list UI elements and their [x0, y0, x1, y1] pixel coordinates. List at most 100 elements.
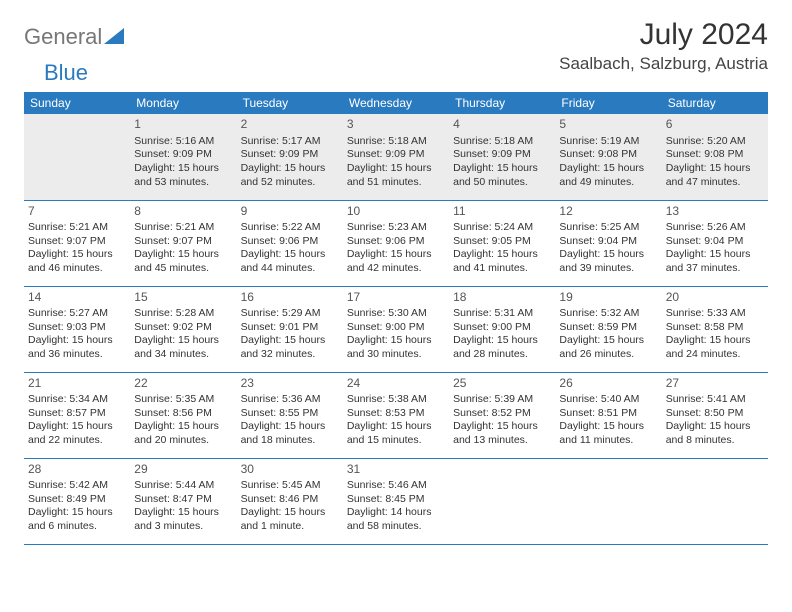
weekday-header: Tuesday [237, 92, 343, 114]
day-number: 10 [347, 204, 445, 220]
day-daylight2: and 50 minutes. [453, 176, 551, 190]
day-number: 5 [559, 117, 657, 133]
empty-cell [24, 114, 130, 200]
calendar-week-row: 7Sunrise: 5:21 AMSunset: 9:07 PMDaylight… [24, 200, 768, 286]
logo: General [24, 24, 124, 50]
calendar-week-row: 21Sunrise: 5:34 AMSunset: 8:57 PMDayligh… [24, 372, 768, 458]
location-text: Saalbach, Salzburg, Austria [559, 54, 768, 74]
day-sunrise: Sunrise: 5:28 AM [134, 307, 232, 321]
day-daylight1: Daylight: 15 hours [559, 334, 657, 348]
day-daylight1: Daylight: 15 hours [347, 248, 445, 262]
day-number: 18 [453, 290, 551, 306]
day-daylight1: Daylight: 15 hours [666, 334, 764, 348]
day-cell: 27Sunrise: 5:41 AMSunset: 8:50 PMDayligh… [662, 372, 768, 458]
day-daylight2: and 34 minutes. [134, 348, 232, 362]
day-daylight2: and 26 minutes. [559, 348, 657, 362]
day-cell: 17Sunrise: 5:30 AMSunset: 9:00 PMDayligh… [343, 286, 449, 372]
day-number: 8 [134, 204, 232, 220]
day-sunset: Sunset: 8:51 PM [559, 407, 657, 421]
day-sunset: Sunset: 8:55 PM [241, 407, 339, 421]
day-number: 2 [241, 117, 339, 133]
day-number: 4 [453, 117, 551, 133]
day-sunset: Sunset: 9:05 PM [453, 235, 551, 249]
day-cell: 31Sunrise: 5:46 AMSunset: 8:45 PMDayligh… [343, 458, 449, 544]
day-sunset: Sunset: 8:59 PM [559, 321, 657, 335]
day-cell: 16Sunrise: 5:29 AMSunset: 9:01 PMDayligh… [237, 286, 343, 372]
day-sunrise: Sunrise: 5:42 AM [28, 479, 126, 493]
day-sunset: Sunset: 9:06 PM [241, 235, 339, 249]
day-sunrise: Sunrise: 5:27 AM [28, 307, 126, 321]
day-daylight2: and 6 minutes. [28, 520, 126, 534]
day-sunrise: Sunrise: 5:44 AM [134, 479, 232, 493]
day-daylight1: Daylight: 15 hours [453, 248, 551, 262]
day-daylight2: and 30 minutes. [347, 348, 445, 362]
day-cell: 10Sunrise: 5:23 AMSunset: 9:06 PMDayligh… [343, 200, 449, 286]
day-cell: 6Sunrise: 5:20 AMSunset: 9:08 PMDaylight… [662, 114, 768, 200]
day-daylight2: and 45 minutes. [134, 262, 232, 276]
day-sunrise: Sunrise: 5:38 AM [347, 393, 445, 407]
day-daylight2: and 49 minutes. [559, 176, 657, 190]
day-sunset: Sunset: 9:04 PM [666, 235, 764, 249]
empty-cell [662, 458, 768, 544]
day-sunrise: Sunrise: 5:31 AM [453, 307, 551, 321]
day-sunset: Sunset: 8:57 PM [28, 407, 126, 421]
day-sunrise: Sunrise: 5:46 AM [347, 479, 445, 493]
day-daylight2: and 39 minutes. [559, 262, 657, 276]
day-number: 29 [134, 462, 232, 478]
day-daylight1: Daylight: 15 hours [134, 420, 232, 434]
day-number: 27 [666, 376, 764, 392]
day-daylight2: and 8 minutes. [666, 434, 764, 448]
logo-text-general: General [24, 24, 102, 50]
page-title: July 2024 [559, 18, 768, 52]
calendar-week-row: 1Sunrise: 5:16 AMSunset: 9:09 PMDaylight… [24, 114, 768, 200]
day-sunset: Sunset: 8:58 PM [666, 321, 764, 335]
day-cell: 26Sunrise: 5:40 AMSunset: 8:51 PMDayligh… [555, 372, 661, 458]
day-daylight1: Daylight: 15 hours [666, 162, 764, 176]
day-cell: 14Sunrise: 5:27 AMSunset: 9:03 PMDayligh… [24, 286, 130, 372]
day-sunset: Sunset: 9:01 PM [241, 321, 339, 335]
day-sunset: Sunset: 8:47 PM [134, 493, 232, 507]
day-daylight1: Daylight: 15 hours [241, 162, 339, 176]
day-cell: 7Sunrise: 5:21 AMSunset: 9:07 PMDaylight… [24, 200, 130, 286]
day-number: 14 [28, 290, 126, 306]
day-cell: 21Sunrise: 5:34 AMSunset: 8:57 PMDayligh… [24, 372, 130, 458]
day-cell: 18Sunrise: 5:31 AMSunset: 9:00 PMDayligh… [449, 286, 555, 372]
day-cell: 3Sunrise: 5:18 AMSunset: 9:09 PMDaylight… [343, 114, 449, 200]
day-sunrise: Sunrise: 5:20 AM [666, 135, 764, 149]
day-number: 30 [241, 462, 339, 478]
day-sunset: Sunset: 9:08 PM [666, 148, 764, 162]
day-daylight2: and 51 minutes. [347, 176, 445, 190]
day-sunrise: Sunrise: 5:21 AM [28, 221, 126, 235]
day-daylight1: Daylight: 15 hours [559, 420, 657, 434]
empty-cell [555, 458, 661, 544]
title-block: July 2024 Saalbach, Salzburg, Austria [559, 18, 768, 74]
day-daylight2: and 24 minutes. [666, 348, 764, 362]
day-sunrise: Sunrise: 5:45 AM [241, 479, 339, 493]
day-sunrise: Sunrise: 5:16 AM [134, 135, 232, 149]
day-sunrise: Sunrise: 5:40 AM [559, 393, 657, 407]
day-number: 26 [559, 376, 657, 392]
day-sunrise: Sunrise: 5:33 AM [666, 307, 764, 321]
day-daylight1: Daylight: 15 hours [241, 420, 339, 434]
weekday-header: Friday [555, 92, 661, 114]
day-sunset: Sunset: 9:09 PM [241, 148, 339, 162]
day-daylight2: and 47 minutes. [666, 176, 764, 190]
day-cell: 2Sunrise: 5:17 AMSunset: 9:09 PMDaylight… [237, 114, 343, 200]
day-daylight2: and 44 minutes. [241, 262, 339, 276]
day-daylight1: Daylight: 15 hours [134, 162, 232, 176]
day-sunset: Sunset: 9:03 PM [28, 321, 126, 335]
day-number: 25 [453, 376, 551, 392]
day-daylight2: and 18 minutes. [241, 434, 339, 448]
day-number: 15 [134, 290, 232, 306]
day-cell: 22Sunrise: 5:35 AMSunset: 8:56 PMDayligh… [130, 372, 236, 458]
day-daylight2: and 11 minutes. [559, 434, 657, 448]
day-sunset: Sunset: 9:09 PM [347, 148, 445, 162]
day-sunset: Sunset: 9:09 PM [453, 148, 551, 162]
day-sunrise: Sunrise: 5:30 AM [347, 307, 445, 321]
day-daylight2: and 1 minute. [241, 520, 339, 534]
day-sunset: Sunset: 8:45 PM [347, 493, 445, 507]
day-cell: 24Sunrise: 5:38 AMSunset: 8:53 PMDayligh… [343, 372, 449, 458]
day-daylight1: Daylight: 15 hours [559, 248, 657, 262]
weekday-header: Monday [130, 92, 236, 114]
day-daylight1: Daylight: 15 hours [28, 248, 126, 262]
